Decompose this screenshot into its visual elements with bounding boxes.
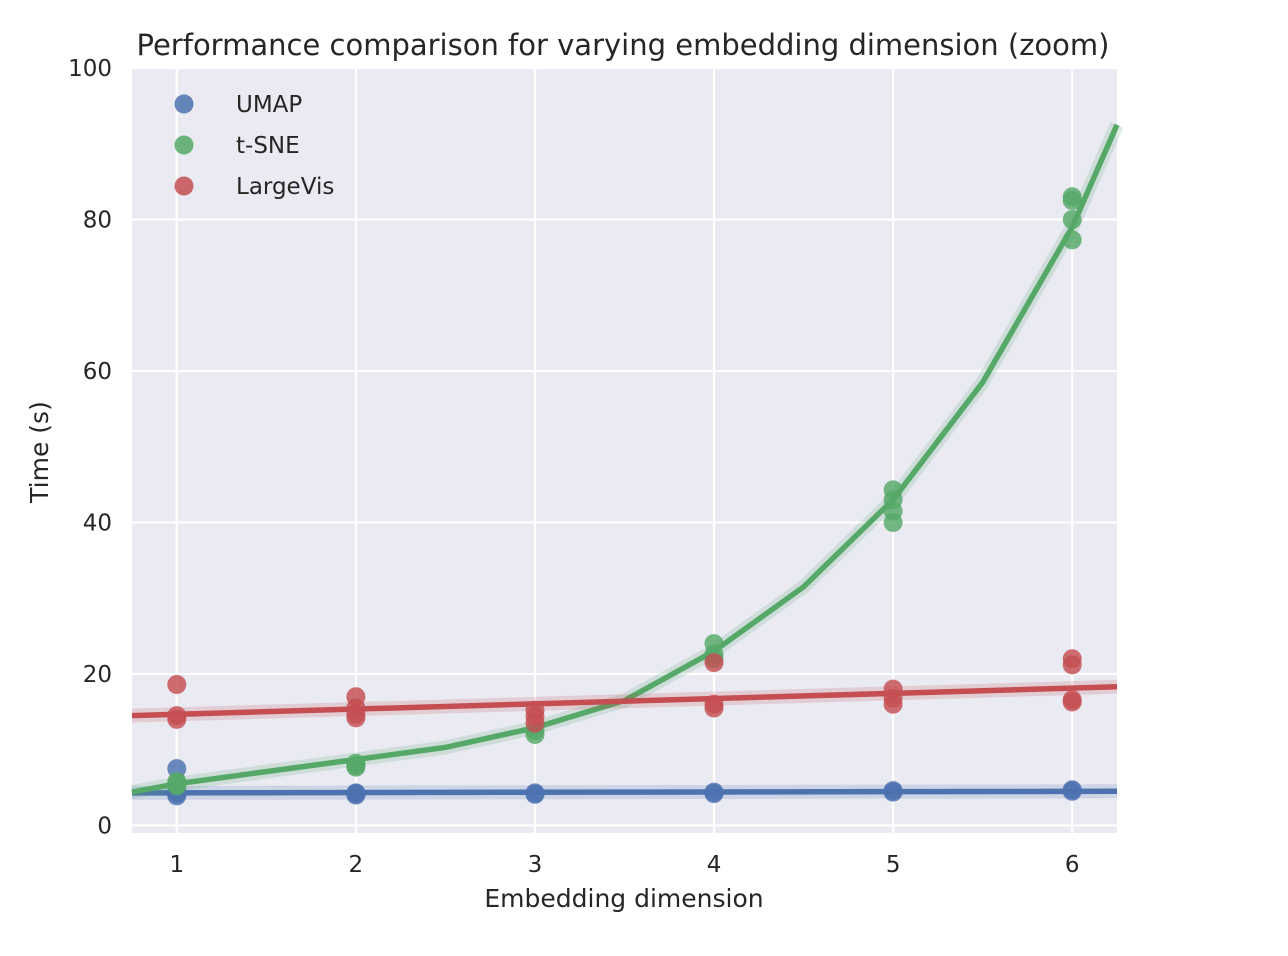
y-axis-label: Time (s) <box>25 401 54 504</box>
data-point <box>704 698 724 718</box>
x-tick-label: 6 <box>1065 852 1080 878</box>
data-point <box>1062 692 1082 712</box>
data-point <box>1062 191 1082 210</box>
data-point <box>1062 230 1082 250</box>
y-tick-label: 20 <box>83 662 112 688</box>
x-axis-label: Embedding dimension <box>484 884 763 913</box>
data-point <box>346 708 366 728</box>
data-point <box>883 694 903 714</box>
fit-line <box>131 684 1118 719</box>
data-point <box>704 653 724 673</box>
fit-line <box>131 788 1118 796</box>
fit-lines <box>130 121 1124 800</box>
x-tick-label: 4 <box>707 852 722 878</box>
y-tick-label: 0 <box>97 813 112 839</box>
data-point <box>167 709 187 729</box>
legend-marker <box>174 135 194 155</box>
data-point <box>1062 210 1082 229</box>
data-point <box>883 513 903 532</box>
legend-marker <box>174 94 194 114</box>
data-point <box>346 783 366 803</box>
data-point <box>1062 781 1082 801</box>
chart-title: Performance comparison for varying embed… <box>137 28 1110 62</box>
x-tick-label: 2 <box>349 852 364 878</box>
legend-label: UMAP <box>236 92 302 118</box>
plot-background <box>132 68 1117 833</box>
data-point <box>525 713 545 733</box>
legend-marker <box>174 176 194 196</box>
y-tick-label: 80 <box>83 207 112 233</box>
legend: UMAP t-SNE LargeVis <box>174 92 334 200</box>
legend-label: LargeVis <box>236 174 334 200</box>
y-tick-label: 60 <box>83 359 112 385</box>
grid-lines <box>132 66 1117 833</box>
legend-label: t-SNE <box>236 133 300 159</box>
data-point <box>346 756 366 776</box>
data-points <box>167 187 1082 806</box>
data-point <box>883 782 903 802</box>
data-point <box>167 776 187 796</box>
x-tick-label: 5 <box>886 852 901 878</box>
data-point <box>525 784 545 804</box>
x-tick-label: 3 <box>528 852 543 878</box>
data-point <box>167 675 187 694</box>
y-tick-label: 40 <box>83 510 112 536</box>
y-tick-label: 100 <box>68 56 112 82</box>
x-tick-label: 1 <box>169 852 184 878</box>
data-point <box>1062 655 1082 675</box>
data-point <box>704 784 724 804</box>
